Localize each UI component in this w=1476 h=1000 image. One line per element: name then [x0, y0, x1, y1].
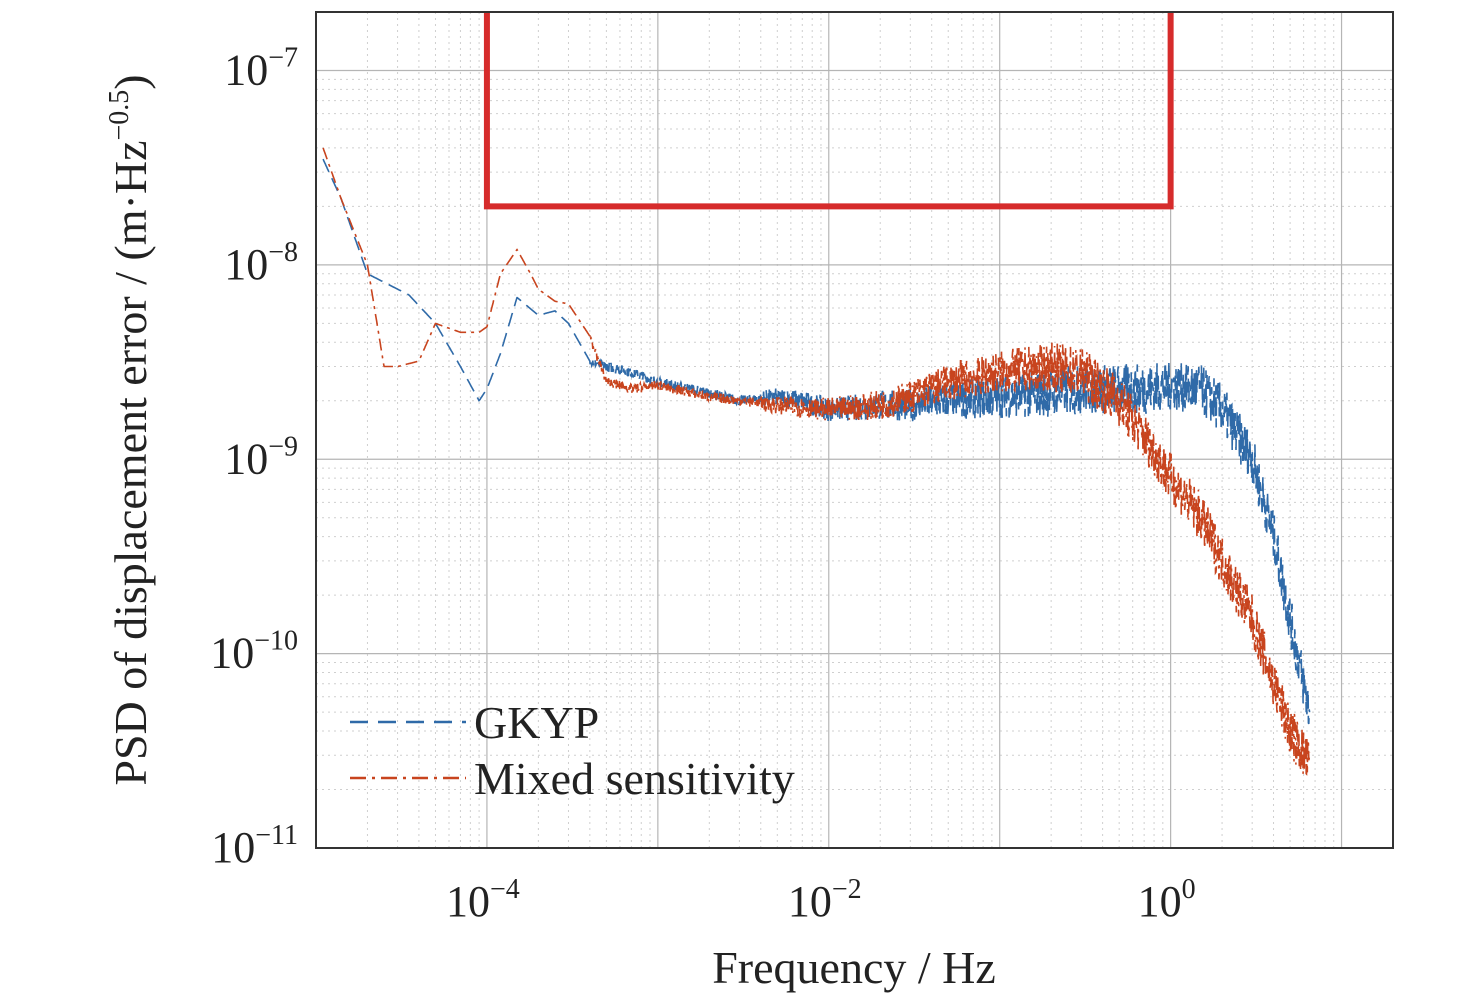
- x-axis-title: Frequency / Hz: [712, 942, 996, 993]
- legend-label-mixed: Mixed sensitivity: [474, 753, 795, 804]
- legend-label-gkyp: GKYP: [474, 697, 599, 748]
- y-tick-exponent: −8: [268, 237, 298, 268]
- x-tick-labels: 10−4 10−2 100: [446, 874, 1196, 926]
- plot-frame: [315, 11, 1394, 849]
- y-tick-exponent: −9: [268, 431, 298, 462]
- minor-grid: [316, 12, 1393, 848]
- y-tick-exponent: −7: [268, 43, 298, 74]
- y-axis-title-suffix: ): [105, 74, 156, 89]
- y-tick-base: 10: [211, 823, 255, 872]
- y-axis-title-exponent: −0.5: [104, 90, 135, 141]
- x-tick-exponent: 0: [1182, 874, 1196, 905]
- y-tick-label: 10−8: [224, 237, 298, 289]
- x-tick-base: 10: [1138, 877, 1182, 926]
- x-tick-label: 10−2: [788, 874, 862, 926]
- y-tick-base: 10: [210, 629, 254, 678]
- x-tick-label: 10−4: [446, 874, 520, 926]
- series-layer: [322, 147, 1311, 776]
- y-axis-title: PSD of displacement error / (m·Hz−0.5): [104, 74, 156, 785]
- x-tick-exponent: −4: [490, 874, 520, 905]
- y-tick-base: 10: [224, 240, 268, 289]
- x-tick-label: 100: [1138, 874, 1196, 926]
- x-tick-exponent: −2: [832, 874, 862, 905]
- y-tick-label: 10−10: [210, 626, 298, 678]
- x-tick-base: 10: [788, 877, 832, 926]
- y-tick-label: 10−7: [224, 43, 298, 95]
- y-tick-base: 10: [224, 46, 268, 95]
- series-line-gkyp: [322, 158, 1311, 725]
- y-tick-base: 10: [224, 434, 268, 483]
- legend: GKYP Mixed sensitivity: [350, 697, 795, 804]
- y-tick-label: 10−11: [211, 820, 298, 872]
- series-line-mixed-sensitivity: [322, 147, 1311, 776]
- requirement-bound-line: [483, 12, 1174, 210]
- y-axis-title-text: PSD of displacement error / (m·Hz: [105, 141, 156, 786]
- requirement-bound: [483, 12, 1174, 210]
- y-tick-exponent: −11: [255, 820, 298, 851]
- y-tick-exponent: −10: [254, 626, 298, 657]
- x-tick-base: 10: [446, 877, 490, 926]
- y-tick-label: 10−9: [224, 431, 298, 483]
